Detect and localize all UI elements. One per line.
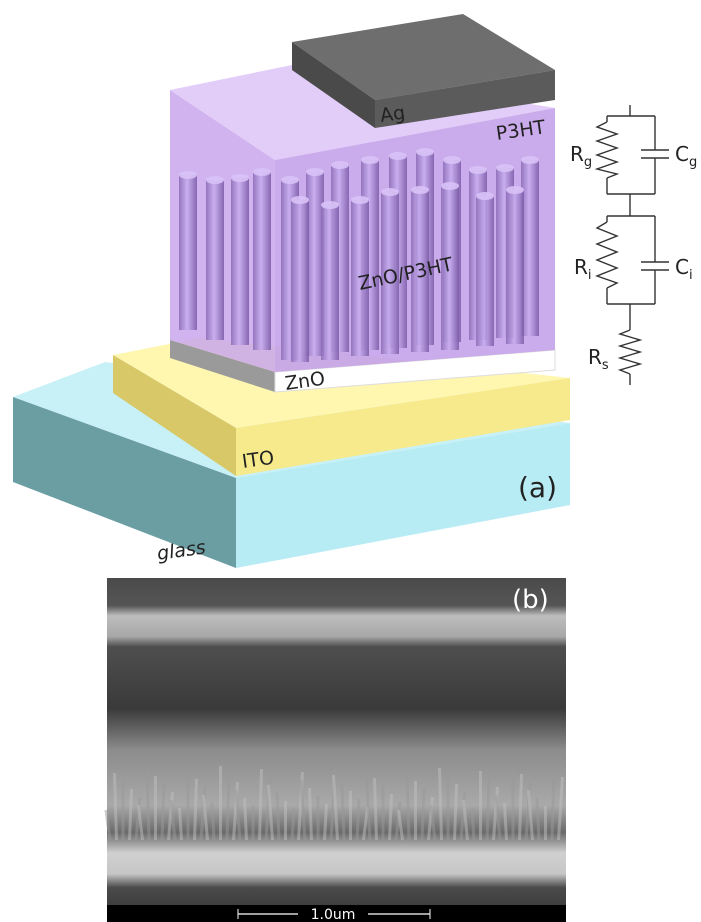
sem-rod — [440, 768, 442, 840]
subscript: s — [602, 358, 609, 373]
sem-rod — [310, 788, 312, 840]
sem-rod — [422, 789, 424, 840]
sem-rod — [375, 778, 377, 840]
sem-rod — [147, 768, 149, 840]
sem-rod — [552, 769, 554, 840]
panel-label: (b) — [512, 585, 549, 615]
subscript: g — [584, 155, 592, 170]
nanorod-top — [506, 186, 524, 194]
symbol: R — [574, 255, 588, 279]
symbol: R — [570, 142, 584, 166]
equivalent-circuit: Rg Cg Ri Ci Rs — [570, 105, 697, 385]
nanorod-top — [281, 176, 299, 184]
nanorod-top — [476, 192, 494, 200]
nanorod-top — [411, 186, 429, 194]
circuit-label: Ri — [574, 255, 592, 283]
nanorod — [231, 178, 249, 345]
nanorod-top — [321, 201, 339, 209]
nanorod — [291, 200, 309, 362]
nanorod-top — [179, 171, 197, 179]
sem-rod — [325, 804, 327, 840]
circuit-label: Rs — [588, 345, 609, 373]
circuit-label: Cg — [675, 142, 697, 170]
sem-rod — [390, 794, 392, 840]
sem-rod — [292, 809, 294, 840]
sem-rod — [407, 773, 409, 840]
circuit-label: Ci — [675, 255, 693, 283]
sem-rod — [227, 774, 229, 840]
subscript: i — [689, 268, 693, 283]
sem-rod — [357, 799, 359, 840]
layer-label: ITO — [241, 447, 276, 473]
nanorod-top — [443, 156, 461, 164]
figure: Ag P3HT ZnO/P3HT ZnO ITO glass (a) Rg Cg… — [0, 0, 701, 922]
sem-rod — [212, 803, 214, 840]
panel-label: (a) — [518, 471, 557, 504]
nanorod — [506, 190, 524, 344]
nanorod — [476, 196, 494, 346]
nanorod-top — [231, 174, 249, 182]
nanorod-top — [331, 161, 349, 169]
sem-rod — [487, 779, 489, 840]
sem-rod — [195, 779, 197, 840]
nanorod — [253, 172, 271, 350]
layer-label: glass — [156, 536, 207, 565]
nanorod-top — [381, 188, 399, 196]
nanorod-top — [469, 166, 487, 174]
nanorod-top — [206, 176, 224, 184]
sem-image: 1.0um (b) — [106, 578, 566, 922]
sem-rod — [115, 773, 117, 840]
nanorod-top — [291, 196, 309, 204]
layer-label: Ag — [379, 102, 407, 127]
sem-rod — [537, 798, 539, 840]
sem-rod — [505, 803, 507, 840]
sem-rod — [342, 783, 344, 840]
sem-rod — [455, 784, 457, 840]
nanorod-top — [253, 168, 271, 176]
symbol: R — [588, 345, 602, 369]
symbol: C — [675, 255, 689, 279]
scale-bar-label: 1.0um — [311, 907, 356, 922]
sem-rod — [520, 774, 522, 840]
sem-rod — [245, 798, 247, 840]
sem-rod — [472, 808, 474, 840]
sem-rod — [277, 793, 279, 840]
subscript: g — [689, 155, 697, 170]
nanorod — [321, 205, 339, 360]
nanorod — [206, 180, 224, 340]
nanorod-top — [361, 156, 379, 164]
circuit-label: Rg — [570, 142, 592, 170]
nanorod-top — [496, 164, 514, 172]
sem-rod — [130, 789, 132, 840]
nanorod-top — [521, 156, 539, 164]
nanorod-top — [441, 182, 459, 190]
sem-rod — [260, 769, 262, 840]
sem-rod — [162, 784, 164, 840]
nanorod-top — [389, 152, 407, 160]
symbol: C — [675, 142, 689, 166]
nanorod-top — [306, 168, 324, 176]
nanorod-top — [351, 196, 369, 204]
sem-rod — [180, 808, 182, 840]
nanorod-top — [416, 148, 434, 156]
nanorod — [179, 175, 197, 330]
subscript: i — [588, 268, 592, 283]
